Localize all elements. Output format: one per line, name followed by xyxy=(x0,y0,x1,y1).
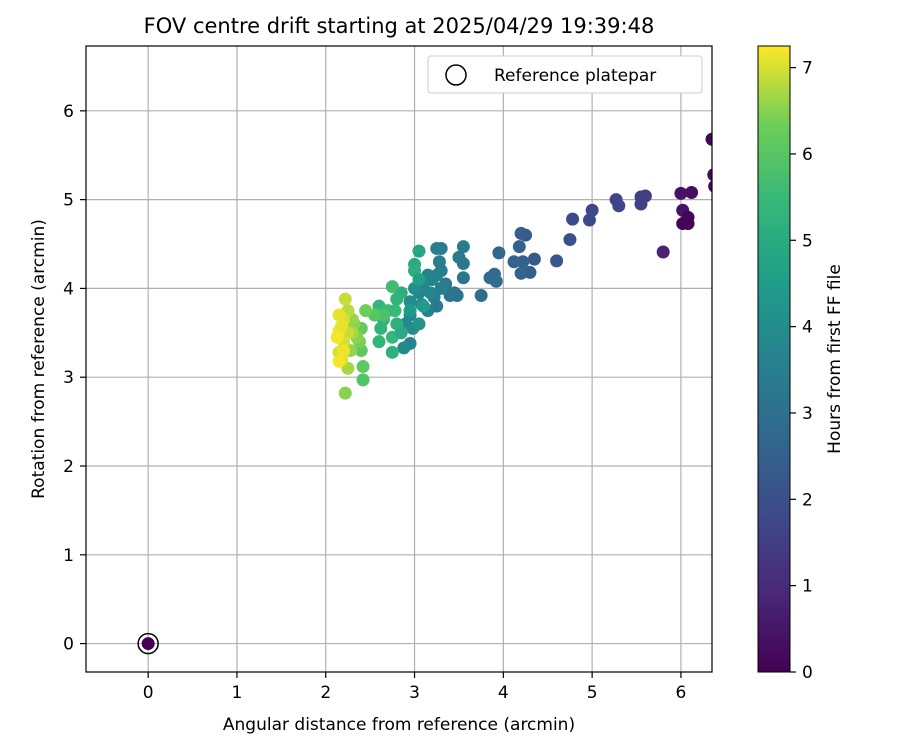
data-point xyxy=(514,226,528,240)
data-point xyxy=(492,246,506,260)
y-tick-label: 3 xyxy=(63,368,74,388)
scatter-points xyxy=(330,132,712,400)
data-point xyxy=(707,168,712,182)
data-point xyxy=(609,193,623,207)
colorbar-label: Hours from first FF file xyxy=(825,264,845,454)
data-point xyxy=(676,217,690,231)
data-point xyxy=(474,289,488,303)
colorbar-tick-label: 3 xyxy=(802,404,813,424)
colorbar-gradient xyxy=(757,45,791,673)
data-point xyxy=(582,213,596,227)
data-point xyxy=(338,292,352,306)
data-point xyxy=(403,304,417,318)
chart-title: FOV centre drift starting at 2025/04/29 … xyxy=(144,14,655,38)
data-point xyxy=(412,273,426,287)
data-point xyxy=(356,360,370,374)
colorbar-tick-label: 5 xyxy=(802,231,813,251)
data-point xyxy=(338,386,352,400)
data-point xyxy=(397,341,411,355)
data-point xyxy=(656,245,670,259)
data-point xyxy=(335,319,349,333)
data-point xyxy=(385,280,399,294)
y-tick-label: 4 xyxy=(63,279,74,299)
data-point xyxy=(359,304,373,318)
grid xyxy=(86,46,712,672)
plot-frame xyxy=(85,45,713,673)
data-point xyxy=(456,271,470,285)
data-point xyxy=(585,203,599,217)
colorbar-tick-label: 7 xyxy=(802,59,813,79)
colorbar: 0 1 2 3 4 5 6 7 Hours from first FF file xyxy=(757,45,845,683)
data-point xyxy=(550,254,564,268)
data-point xyxy=(685,186,699,200)
y-axis: 0 1 2 3 4 5 6 xyxy=(63,102,86,655)
x-tick-label: 0 xyxy=(143,683,154,703)
data-point xyxy=(563,233,577,247)
data-point xyxy=(337,344,351,358)
legend-box xyxy=(427,55,703,94)
colorbar-tick-label: 1 xyxy=(802,577,813,597)
data-point xyxy=(456,240,470,254)
data-point xyxy=(403,295,417,309)
y-tick-label: 5 xyxy=(63,191,74,211)
data-point xyxy=(705,132,712,146)
data-point xyxy=(416,299,430,313)
x-axis: 0 1 2 3 4 5 6 xyxy=(143,672,687,703)
y-tick-label: 0 xyxy=(63,635,74,655)
reference-ring xyxy=(137,632,159,655)
legend-marker-open-circle xyxy=(445,64,467,86)
data-point xyxy=(527,252,541,266)
y-tick-label: 1 xyxy=(63,546,74,566)
x-tick-label: 4 xyxy=(498,683,509,703)
y-tick-label: 6 xyxy=(63,102,74,122)
data-point xyxy=(376,308,390,322)
data-point xyxy=(443,289,457,303)
y-axis-label: Rotation from reference (arcmin) xyxy=(29,219,49,499)
data-point xyxy=(634,197,648,211)
data-point xyxy=(390,292,404,306)
data-point xyxy=(372,335,386,349)
data-point xyxy=(516,255,530,269)
data-point xyxy=(332,308,346,322)
data-point xyxy=(674,186,688,200)
colorbar-tick-label: 4 xyxy=(802,318,813,338)
data-point xyxy=(708,180,712,193)
data-point xyxy=(394,326,408,340)
legend-label: Reference platepar xyxy=(494,66,656,86)
reference-point xyxy=(141,637,155,651)
data-point xyxy=(434,281,448,295)
reference-marker xyxy=(137,632,159,655)
data-point xyxy=(330,330,344,344)
data-point xyxy=(356,373,370,387)
data-point xyxy=(507,255,521,269)
data-point xyxy=(452,250,466,264)
data-point xyxy=(412,244,426,258)
y-tick-label: 2 xyxy=(63,457,74,477)
x-tick-label: 6 xyxy=(676,683,687,703)
x-tick-label: 2 xyxy=(320,683,331,703)
x-axis-label: Angular distance from reference (arcmin) xyxy=(223,715,575,735)
x-tick-label: 3 xyxy=(409,683,420,703)
data-point xyxy=(332,354,346,368)
data-point xyxy=(424,286,438,300)
data-point xyxy=(412,317,426,331)
data-point xyxy=(514,266,528,280)
data-point xyxy=(489,274,503,288)
x-tick-label: 1 xyxy=(232,683,243,703)
data-point xyxy=(385,345,399,359)
data-point xyxy=(566,212,580,226)
colorbar-tick-label: 0 xyxy=(802,663,813,683)
colorbar-tick-label: 6 xyxy=(802,145,813,165)
data-point xyxy=(512,240,526,254)
colorbar-tick-label: 2 xyxy=(802,490,813,510)
legend: Reference platepar xyxy=(427,55,703,94)
data-point xyxy=(374,321,388,335)
x-tick-label: 5 xyxy=(587,683,598,703)
data-point xyxy=(430,241,444,255)
